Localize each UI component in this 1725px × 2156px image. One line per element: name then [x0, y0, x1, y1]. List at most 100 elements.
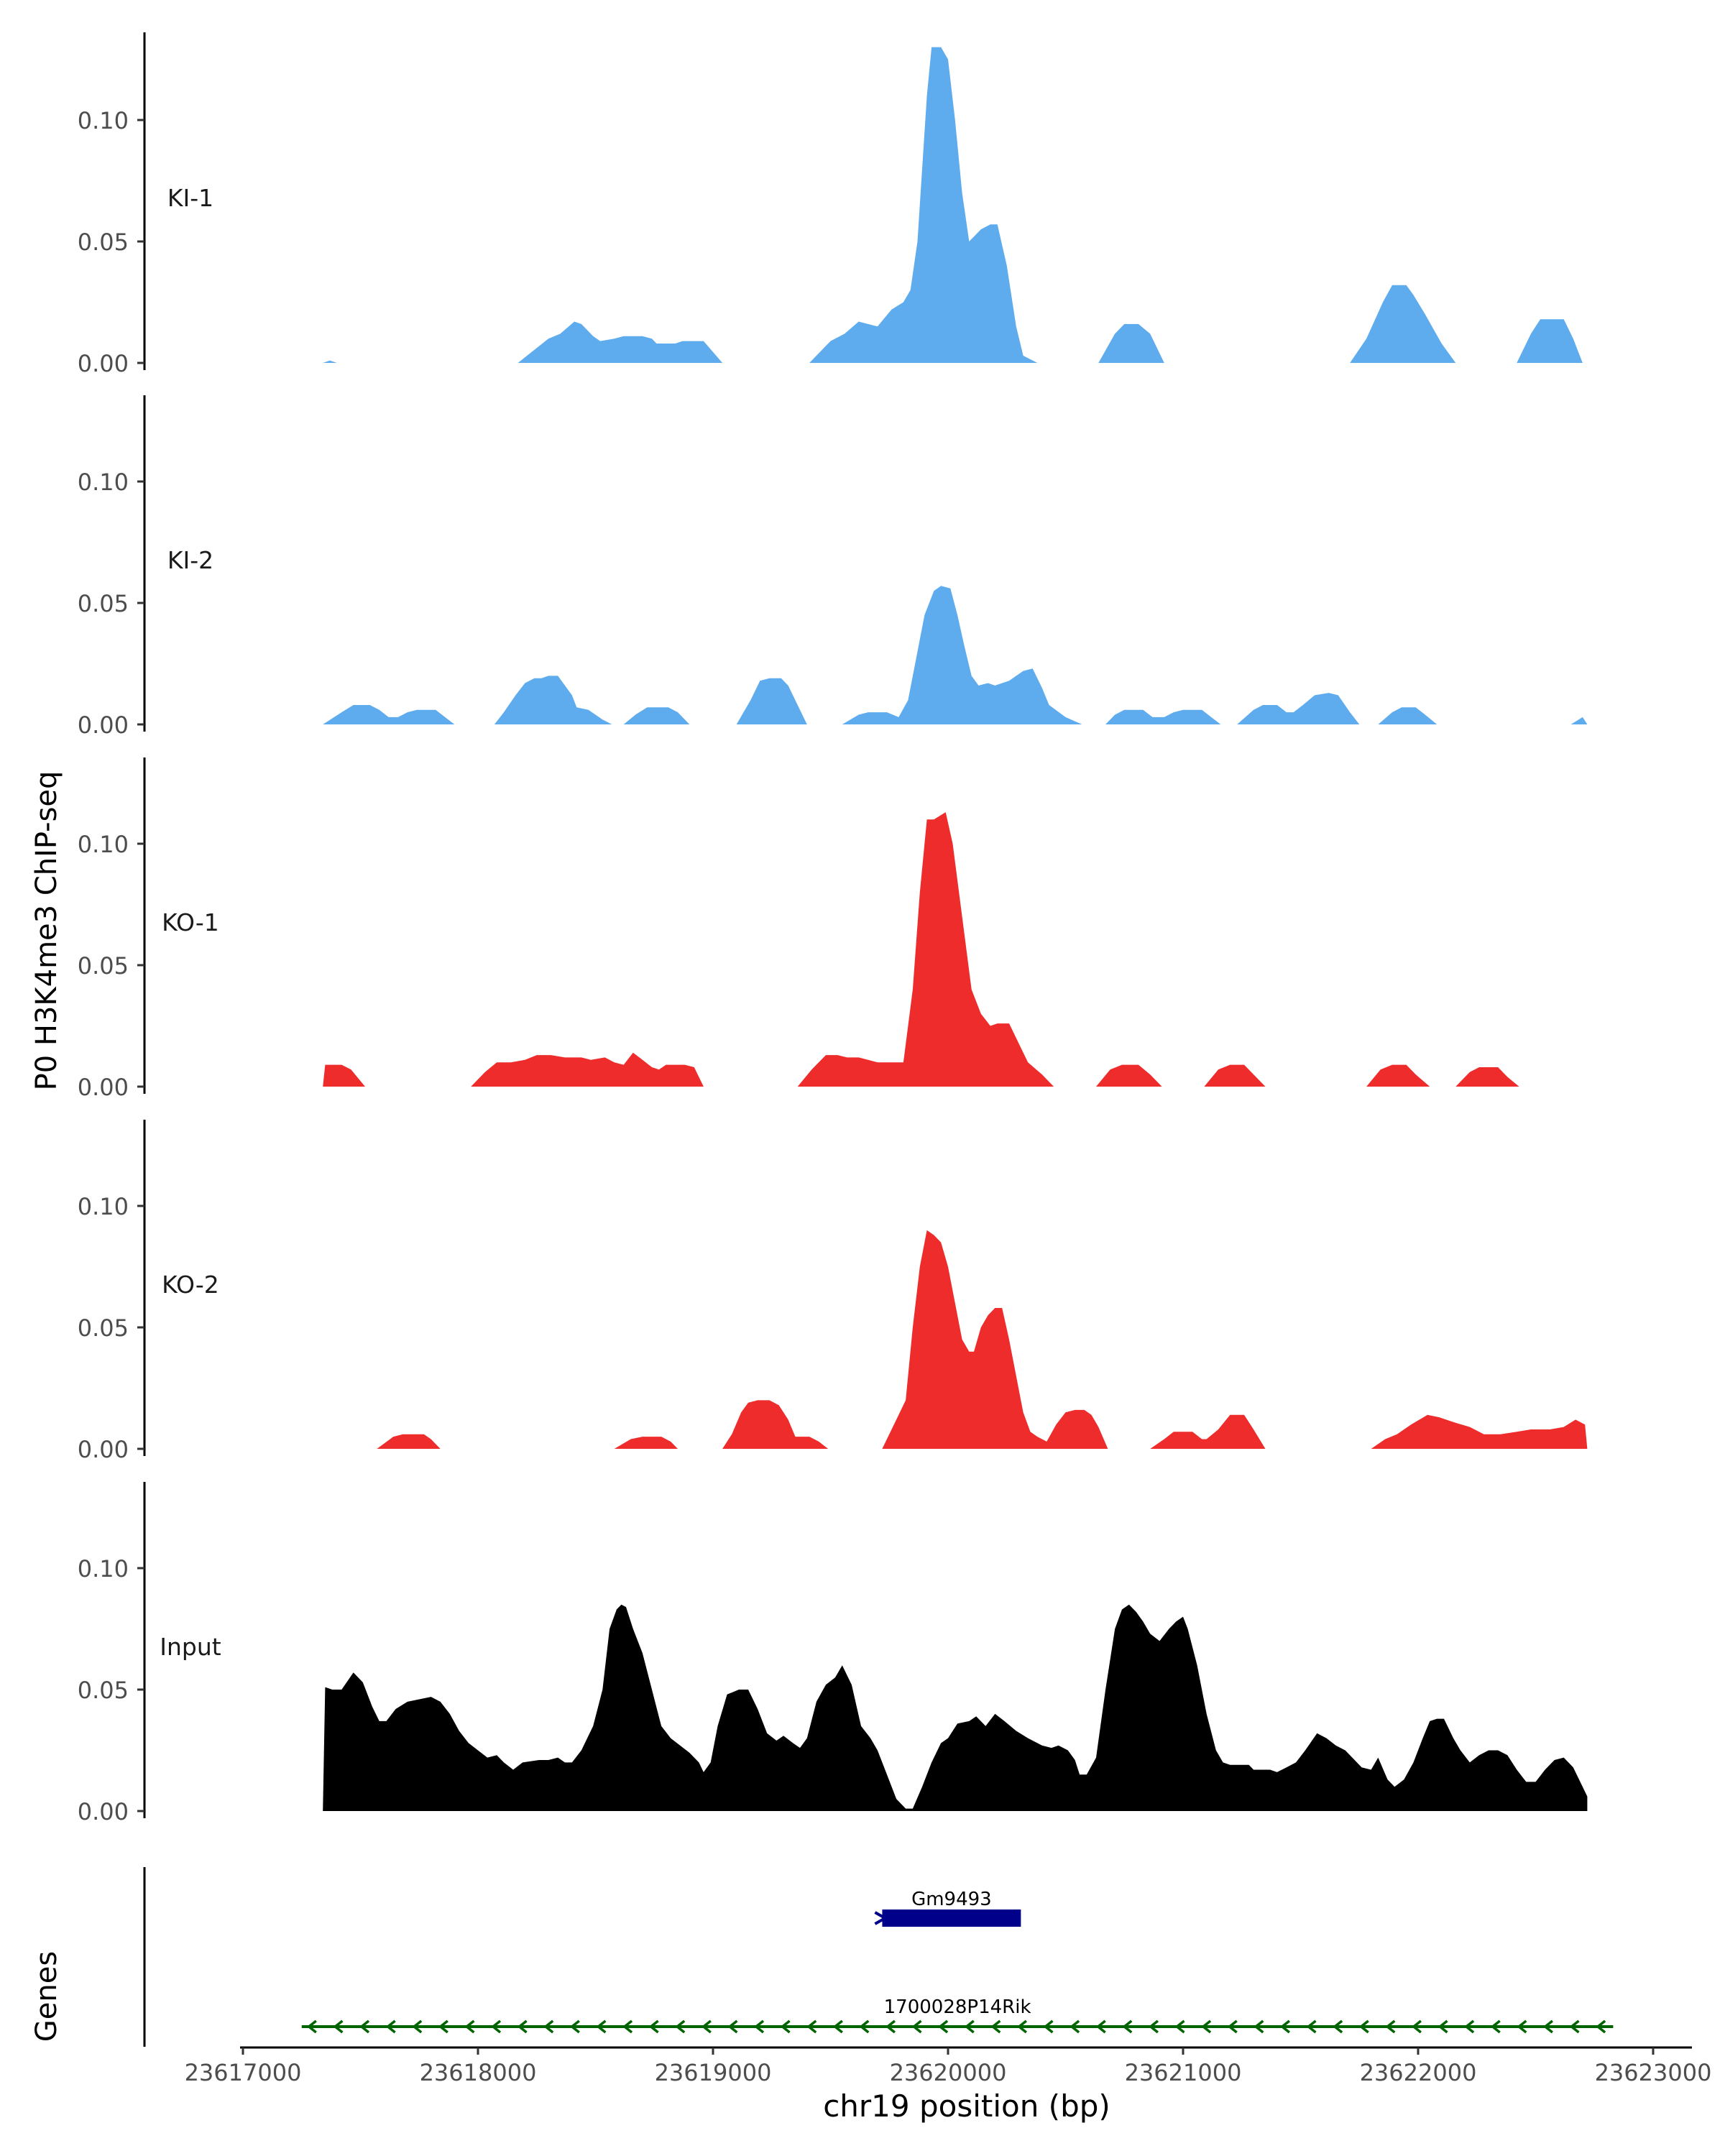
y-tick-label: 0.00	[78, 1436, 129, 1463]
strand-arrow-icon	[1438, 2019, 1448, 2034]
strand-arrow-icon	[333, 2019, 344, 2034]
strand-arrow-icon	[1043, 2019, 1054, 2034]
x-tick-label: 23617000	[185, 2059, 302, 2086]
x-tick-label: 23621000	[1125, 2059, 1242, 2086]
strand-arrow-icon	[543, 2019, 554, 2034]
x-axis: 23617000 23618000 23619000 23620000 23621000…	[185, 2046, 1712, 2086]
y-tick-label: 0.05	[78, 229, 129, 256]
strand-arrow-icon	[1385, 2019, 1396, 2034]
strand-arrow-icon	[1412, 2019, 1422, 2034]
panel-label: KI-1	[167, 184, 213, 212]
y-tick-label: 0.05	[78, 1314, 129, 1342]
strand-arrow-icon	[938, 2019, 949, 2034]
strand-arrow-icon	[1095, 2019, 1106, 2034]
gene-gm9493-body	[882, 1909, 1021, 1927]
genes-track: Gm9493 1700028P14Rik	[143, 1867, 1614, 2047]
panel-label: KI-2	[167, 546, 213, 574]
strand-arrow-icon	[1149, 2019, 1159, 2034]
strand-arrow-icon	[359, 2019, 370, 2034]
strand-arrow-icon	[1596, 2019, 1606, 2034]
strand-arrow-icon	[438, 2019, 448, 2034]
strand-arrow-icon	[727, 2019, 738, 2034]
strand-arrow-icon	[780, 2019, 791, 2034]
signal-area-ki-1	[323, 47, 1583, 363]
strand-arrow-icon	[701, 2019, 712, 2034]
strand-arrow-icon	[675, 2019, 686, 2034]
strand-arrow-icon	[306, 2019, 317, 2034]
strand-arrow-icon	[1569, 2019, 1580, 2034]
strand-arrow-icon	[754, 2019, 765, 2034]
strand-arrow-icon	[491, 2019, 502, 2034]
y-tick-label: 0.10	[78, 1193, 129, 1220]
y-tick-label: 0.00	[78, 1798, 129, 1825]
gene-1700028p14rik: 1700028P14Rik	[301, 1996, 1614, 2034]
signal-area-ko-2	[377, 1230, 1588, 1449]
strand-arrow-icon	[964, 2019, 975, 2034]
y-tick-label: 0.05	[78, 1677, 129, 1704]
signal-area-ki-2	[323, 586, 1588, 724]
y-tick-label: 0.05	[78, 590, 129, 617]
strand-arrow-icon	[464, 2019, 475, 2034]
gene-gm9493-strand-mark	[874, 1911, 888, 1925]
strand-arrow-icon	[517, 2019, 528, 2034]
y-tick-label: 0.00	[78, 711, 129, 739]
x-tick-label: 23623000	[1595, 2059, 1712, 2086]
strand-arrow-icon	[859, 2019, 870, 2034]
y-tick-label: 0.10	[78, 107, 129, 134]
strand-arrow-icon	[886, 2019, 896, 2034]
y-tick-label: 0.00	[78, 1074, 129, 1101]
panel-label: KO-2	[162, 1271, 219, 1299]
y-tick-label: 0.10	[78, 831, 129, 858]
panel-ki-1: 0.00 0.05 0.10 KI-1	[78, 32, 1583, 377]
panel-label: KO-1	[162, 908, 219, 936]
gene-1700028p14rik-label: 1700028P14Rik	[884, 1996, 1031, 2018]
strand-arrow-icon	[911, 2019, 922, 2034]
strand-arrow-icon	[1543, 2019, 1553, 2034]
signal-area-ko-1	[323, 812, 1519, 1087]
strand-arrow-icon	[412, 2019, 423, 2034]
panel-input: 0.00 0.05 0.10 Input	[78, 1482, 1588, 1825]
y-tick-label: 0.05	[78, 952, 129, 980]
signal-panels: 0.00 0.05 0.10 KI-1 0.00 0.05 0.10 KI-2 0.00 0.05…	[78, 32, 1588, 1825]
gene-gm9493-label: Gm9493	[911, 1889, 992, 1910]
signal-area-input	[323, 1604, 1588, 1811]
strand-arrow-icon	[832, 2019, 843, 2034]
y-axis-title: P0 H3K4me3 ChIP-seq	[30, 771, 63, 1091]
strand-arrow-icon	[1254, 2019, 1264, 2034]
x-tick-label: 23620000	[890, 2059, 1007, 2086]
y-tick-label: 0.10	[78, 1555, 129, 1583]
x-tick-label: 23622000	[1360, 2059, 1477, 2086]
x-tick-label: 23618000	[420, 2059, 537, 2086]
strand-arrow-icon	[1358, 2019, 1369, 2034]
strand-arrow-icon	[990, 2019, 1001, 2034]
strand-arrow-icon	[622, 2019, 633, 2034]
panel-ko-1: 0.00 0.05 0.10 KO-1	[78, 757, 1519, 1101]
strand-arrow-icon	[1227, 2019, 1238, 2034]
panel-ko-2: 0.00 0.05 0.10 KO-2	[78, 1120, 1588, 1463]
strand-arrow-icon	[1464, 2019, 1475, 2034]
x-axis-title: chr19 position (bp)	[823, 2088, 1110, 2124]
strand-arrow-icon	[1306, 2019, 1317, 2034]
y-tick-label: 0.10	[78, 469, 129, 496]
strand-arrow-icon	[596, 2019, 607, 2034]
strand-arrow-icon	[1490, 2019, 1501, 2034]
strand-arrow-icon	[1122, 2019, 1133, 2034]
panel-label: Input	[160, 1633, 221, 1661]
strand-arrow-icon	[385, 2019, 396, 2034]
strand-arrow-icon	[806, 2019, 817, 2034]
strand-arrow-icon	[1017, 2019, 1027, 2034]
y-tick-label: 0.00	[78, 350, 129, 377]
x-tick-label: 23619000	[655, 2059, 772, 2086]
strand-arrow-icon	[1517, 2019, 1527, 2034]
strand-arrow-icon	[648, 2019, 659, 2034]
strand-arrow-icon	[1201, 2019, 1212, 2034]
strand-arrow-icon	[1070, 2019, 1080, 2034]
strand-arrow-icon	[1174, 2019, 1185, 2034]
panel-ki-2: 0.00 0.05 0.10 KI-2	[78, 395, 1588, 739]
strand-arrow-icon	[1280, 2019, 1290, 2034]
strand-arrow-icon	[1333, 2019, 1343, 2034]
strand-arrow-icon	[569, 2019, 580, 2034]
gene-gm9493: Gm9493	[874, 1889, 1021, 1927]
genes-axis-title: Genes	[30, 1951, 63, 2042]
